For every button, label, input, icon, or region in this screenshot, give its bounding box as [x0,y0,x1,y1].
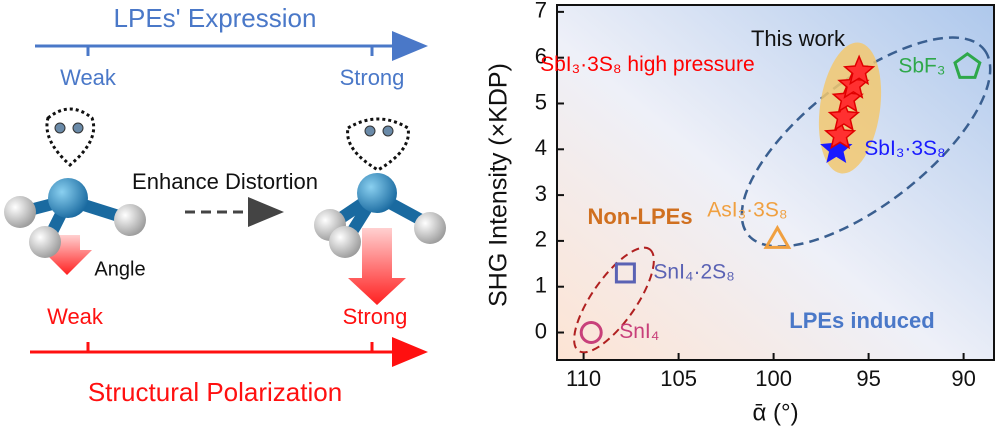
atom [329,226,361,258]
y-tick-label: 1 [535,273,547,298]
x-tick-label: 90 [951,366,975,391]
electron [54,122,66,134]
y-tick-label: 5 [535,89,547,114]
marker [827,100,861,131]
bottom-strong: Strong [343,304,408,329]
atom [357,173,397,213]
chart: 110 105 100 95 90 0 1 2 3 4 5 6 7 ᾱ (°) SHG Intensity … [485,0,995,426]
middle-label: Enhance Distortion [132,169,318,194]
y-tick-label: 6 [535,43,547,68]
y-axis-label: SHG Intensity (×KDP) [485,63,513,307]
electron [382,125,394,137]
marker [953,51,982,79]
x-tick-label: 110 [566,366,601,391]
y-tick-label: 3 [535,181,547,206]
top-strong: Strong [340,65,405,90]
lone-pair-lobe [346,117,410,172]
point-label: SbF₃ [898,54,945,77]
point-label: SnI₄·2S₈ [653,261,734,284]
atom [114,204,146,236]
x-tick-label: 100 [755,366,792,391]
atom [29,226,61,258]
electron [364,125,376,137]
bottom-weak: Weak [47,304,104,329]
point-label: SbI₃·3S₈ [864,137,945,160]
annotation: This work [751,26,846,51]
plot-frame [556,4,995,361]
y-tick-label: 4 [535,135,547,160]
annotation: Non-LPEs [587,204,692,229]
x-tick-label: 105 [660,366,697,391]
angle-label: Angle [94,258,145,280]
polarization-arrow [348,228,406,305]
marker [823,118,857,150]
x-tick-label: 95 [856,366,880,391]
atom [414,212,446,244]
marker [579,321,603,345]
y-tick-label: 7 [535,0,547,23]
marker [763,224,792,249]
atom [48,178,88,218]
top-weak: Weak [60,65,117,90]
top-label: LPEs' Expression [114,3,317,33]
y-tick-label: 2 [535,227,547,252]
bottom-label: Structural Polarization [88,377,342,407]
point-label: SbI₃·3S₈ high pressure [540,53,755,76]
y-tick-label: 0 [535,318,547,343]
polarization-arrow [42,235,92,275]
point-label: AsI₃·3S₈ [707,198,787,221]
lone-pair-lobe [45,107,96,167]
non-lpe-region [573,246,655,354]
marker [842,54,876,86]
x-axis-label: ᾱ (°) [752,399,798,426]
schematic: LPEs' Expression Weak Strong Enhance Dis… [4,3,446,407]
point-label: SnI₄ [619,320,659,343]
electron [72,122,84,134]
marker [614,262,636,284]
atom [4,196,36,228]
plot-background [557,5,994,360]
annotation: LPEs induced [789,308,934,333]
